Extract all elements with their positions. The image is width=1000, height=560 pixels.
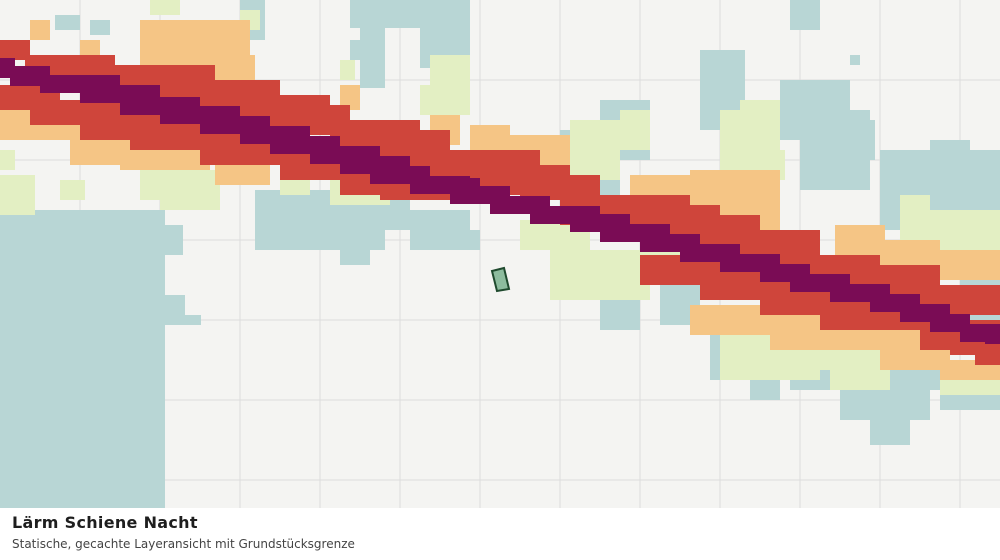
layer-description: Statische, gecachte Layeransicht mit Gru… xyxy=(12,537,355,551)
map-caption: Lärm Schiene Nacht Statische, gecachte L… xyxy=(0,508,1000,560)
noise-zone-class-4 xyxy=(0,58,1000,344)
layer-title: Lärm Schiene Nacht xyxy=(12,513,198,532)
parcel-boundary[interactable] xyxy=(490,266,511,293)
map-view[interactable] xyxy=(0,0,1000,508)
map-canvas xyxy=(0,0,1000,508)
